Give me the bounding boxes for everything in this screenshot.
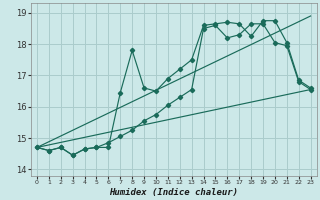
X-axis label: Humidex (Indice chaleur): Humidex (Indice chaleur) (109, 188, 238, 197)
